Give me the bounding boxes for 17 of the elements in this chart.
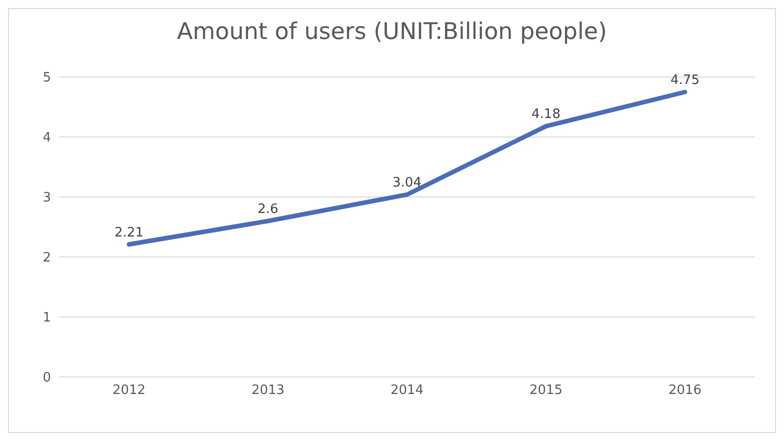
data-label: 4.75	[670, 73, 700, 88]
y-tick-label: 4	[42, 130, 51, 146]
y-tick-label: 2	[42, 250, 51, 266]
data-label: 2.21	[114, 225, 144, 240]
x-tick-label: 2015	[529, 383, 563, 398]
x-tick-label: 2012	[112, 383, 146, 398]
x-tick-label: 2014	[390, 383, 424, 398]
data-label: 4.18	[532, 107, 560, 122]
data-label: 2.6	[258, 202, 278, 217]
y-tick-label: 1	[42, 310, 51, 326]
chart-title: Amount of users (UNIT:Billion people)	[176, 18, 608, 47]
x-tick-label: 2016	[668, 383, 702, 398]
y-tick-label: 0	[42, 370, 51, 386]
data-label: 3.04	[392, 176, 422, 191]
y-tick-label: 3	[42, 190, 51, 206]
x-tick-label: 2013	[251, 383, 285, 398]
y-tick-label: 5	[42, 70, 51, 86]
